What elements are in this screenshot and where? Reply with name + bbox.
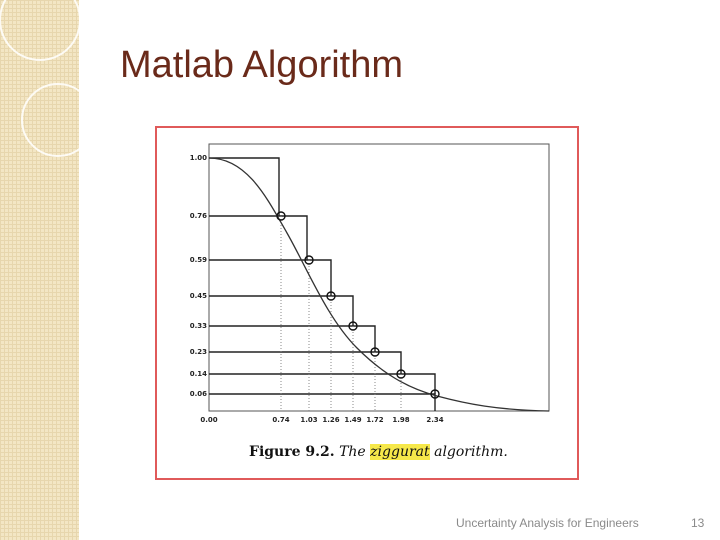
ziggurat-plot: 1.00 0.76 0.59 0.45 0.33 0.23 0.14 0.06 … xyxy=(190,143,550,424)
y-tick-label: 0.23 xyxy=(190,348,207,356)
x-tick-label: 1.72 xyxy=(366,416,383,424)
footer-text: Uncertainty Analysis for Engineers xyxy=(456,516,639,530)
x-tick-label: 0.00 xyxy=(200,416,217,424)
x-tick-label: 1.49 xyxy=(344,416,361,424)
y-tick-label: 0.14 xyxy=(190,370,207,378)
x-tick-label: 0.74 xyxy=(272,416,289,424)
ziggurat-rectangles xyxy=(209,157,436,411)
marker-point xyxy=(370,347,380,357)
marker-point xyxy=(396,369,406,379)
x-tick-label: 2.34 xyxy=(426,416,443,424)
caption-highlight: ziggurat xyxy=(370,444,430,460)
plot-frame xyxy=(208,143,550,412)
y-tick-label: 0.06 xyxy=(190,390,207,398)
dotted-guides xyxy=(280,216,402,411)
x-tick-label: 1.98 xyxy=(392,416,409,424)
x-tick-label: 1.26 xyxy=(322,416,339,424)
marker-point xyxy=(430,389,440,399)
ziggurat-figure: 1.00 0.76 0.59 0.45 0.33 0.23 0.14 0.06 … xyxy=(155,126,579,480)
y-tick-label: 1.00 xyxy=(190,154,207,162)
marker-point xyxy=(276,211,286,221)
marker-point xyxy=(326,291,336,301)
marker-point xyxy=(348,321,358,331)
marker-point xyxy=(304,255,314,265)
slide-title: Matlab Algorithm xyxy=(120,44,404,86)
caption-word: The xyxy=(339,444,366,460)
page-number: 13 xyxy=(691,516,705,530)
y-tick-label: 0.59 xyxy=(190,256,207,264)
x-tick-label: 1.03 xyxy=(300,416,317,424)
y-tick-label: 0.76 xyxy=(190,212,207,220)
curve-markers xyxy=(276,211,440,399)
gaussian-curve xyxy=(208,157,550,412)
caption-number: Figure 9.2. xyxy=(249,444,335,460)
y-tick-label: 0.45 xyxy=(190,292,207,300)
figure-caption: Figure 9.2. The ziggurat algorithm. xyxy=(249,444,508,460)
caption-rest: algorithm. xyxy=(434,444,508,460)
decorative-circles xyxy=(0,0,79,157)
decorative-side-band xyxy=(0,0,79,540)
y-tick-label: 0.33 xyxy=(190,322,207,330)
axis-ticks xyxy=(209,157,213,395)
